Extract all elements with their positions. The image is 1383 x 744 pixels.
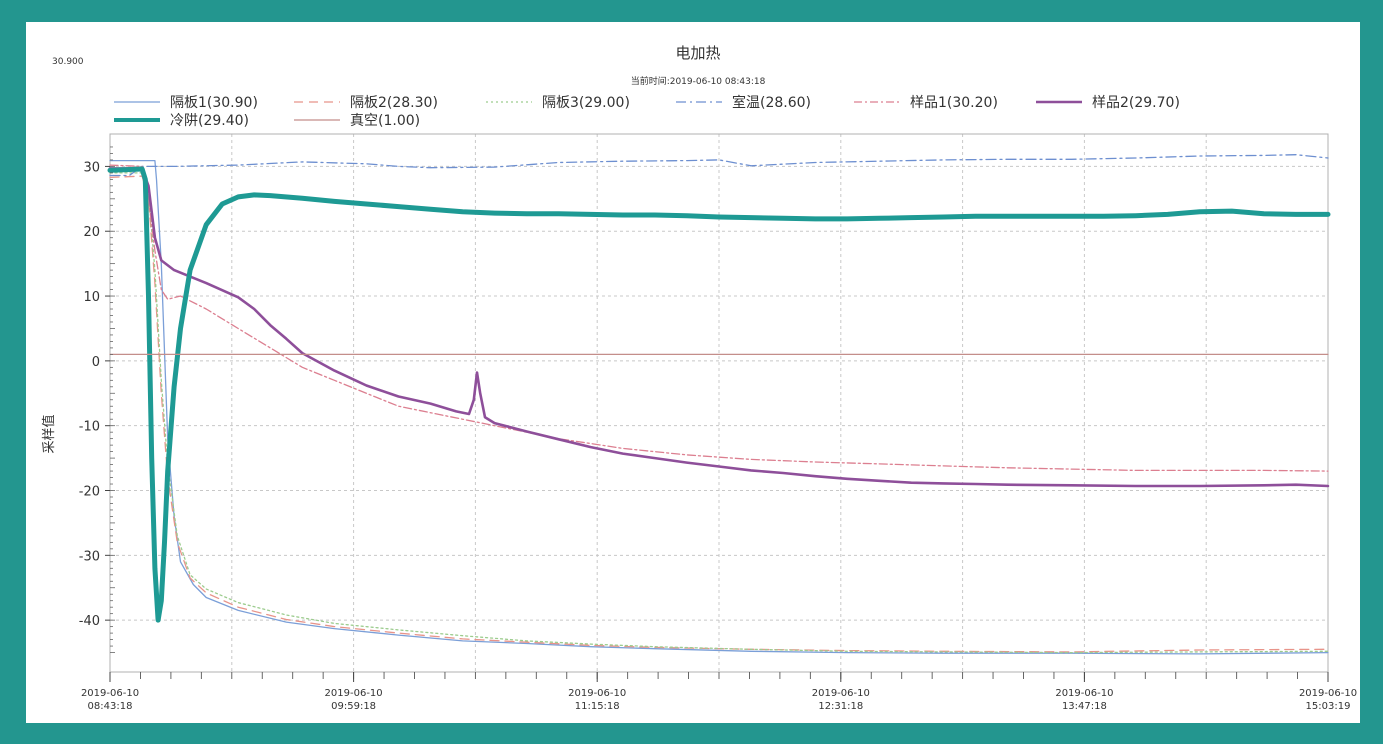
- legend-label-1: 隔板2(28.30): [350, 95, 438, 111]
- chart-subtitle: 当前时间:2019-06-10 08:43:18: [631, 75, 766, 87]
- x-tick-label-time: 13:47:18: [1062, 701, 1107, 712]
- y-tick-label: 0: [92, 355, 100, 370]
- y-tick-label: 30: [83, 160, 100, 175]
- series-line-5: [108, 167, 1330, 488]
- y-tick-label: -10: [79, 420, 100, 435]
- series-line-6: [107, 166, 1331, 623]
- x-tick-label-time: 08:43:18: [88, 701, 133, 712]
- x-tick-label-date: 2019-06-10: [1299, 688, 1357, 699]
- legend-label-3: 室温(28.60): [732, 94, 811, 111]
- x-tick-label-time: 12:31:18: [818, 701, 863, 712]
- y-tick-label: -20: [79, 485, 100, 500]
- legend-label-5: 样品2(29.70): [1092, 95, 1180, 111]
- legend-label-4: 样品1(30.20): [910, 95, 998, 111]
- y-tick-label: -40: [79, 614, 100, 629]
- legend-label-2: 隔板3(29.00): [542, 95, 630, 111]
- corner-value: 30.900: [52, 57, 84, 67]
- y-tick-label: 20: [83, 225, 100, 240]
- legend-label-0: 隔板1(30.90): [170, 95, 258, 111]
- series-line-3: [109, 154, 1329, 177]
- legend: 隔板1(30.90) 隔板2(28.30) 隔板3(29.00) 室温(28.60) 样…: [114, 94, 1180, 129]
- series-lines: [107, 154, 1331, 655]
- series-line-1: [109, 175, 1329, 653]
- y-tick-label: 10: [83, 290, 100, 305]
- legend-label-6: 冷阱(29.40): [170, 113, 249, 129]
- series-line-0: [109, 159, 1329, 655]
- line-chart: 电加热 当前时间:2019-06-10 08:43:18 30.900 采样值 …: [41, 44, 1357, 712]
- x-tick-label-time: 09:59:18: [331, 701, 376, 712]
- x-tick-label-date: 2019-06-10: [81, 688, 139, 699]
- grid: [110, 134, 1328, 672]
- x-tick-label-date: 2019-06-10: [812, 688, 870, 699]
- x-tick-label-time: 15:03:19: [1306, 701, 1351, 712]
- x-tick-label-date: 2019-06-10: [1055, 688, 1113, 699]
- legend-label-7: 真空(1.00): [350, 113, 420, 129]
- y-axis-label: 采样值: [41, 414, 57, 453]
- x-tick-label-date: 2019-06-10: [568, 688, 626, 699]
- y-ticks: 30 20 10 0 -10 -20 -30 -40: [79, 146, 115, 653]
- x-tick-label-time: 11:15:18: [575, 701, 620, 712]
- x-ticks: 2019-06-10 08:43:18 2019-06-10 09:59:18 2019…: [81, 672, 1357, 712]
- y-tick-label: -30: [79, 549, 100, 564]
- chart-title: 电加热: [675, 44, 720, 62]
- series-line-4: [109, 164, 1329, 472]
- chart-panel: 电加热 当前时间:2019-06-10 08:43:18 30.900 采样值 …: [26, 22, 1360, 723]
- x-tick-label-date: 2019-06-10: [325, 688, 383, 699]
